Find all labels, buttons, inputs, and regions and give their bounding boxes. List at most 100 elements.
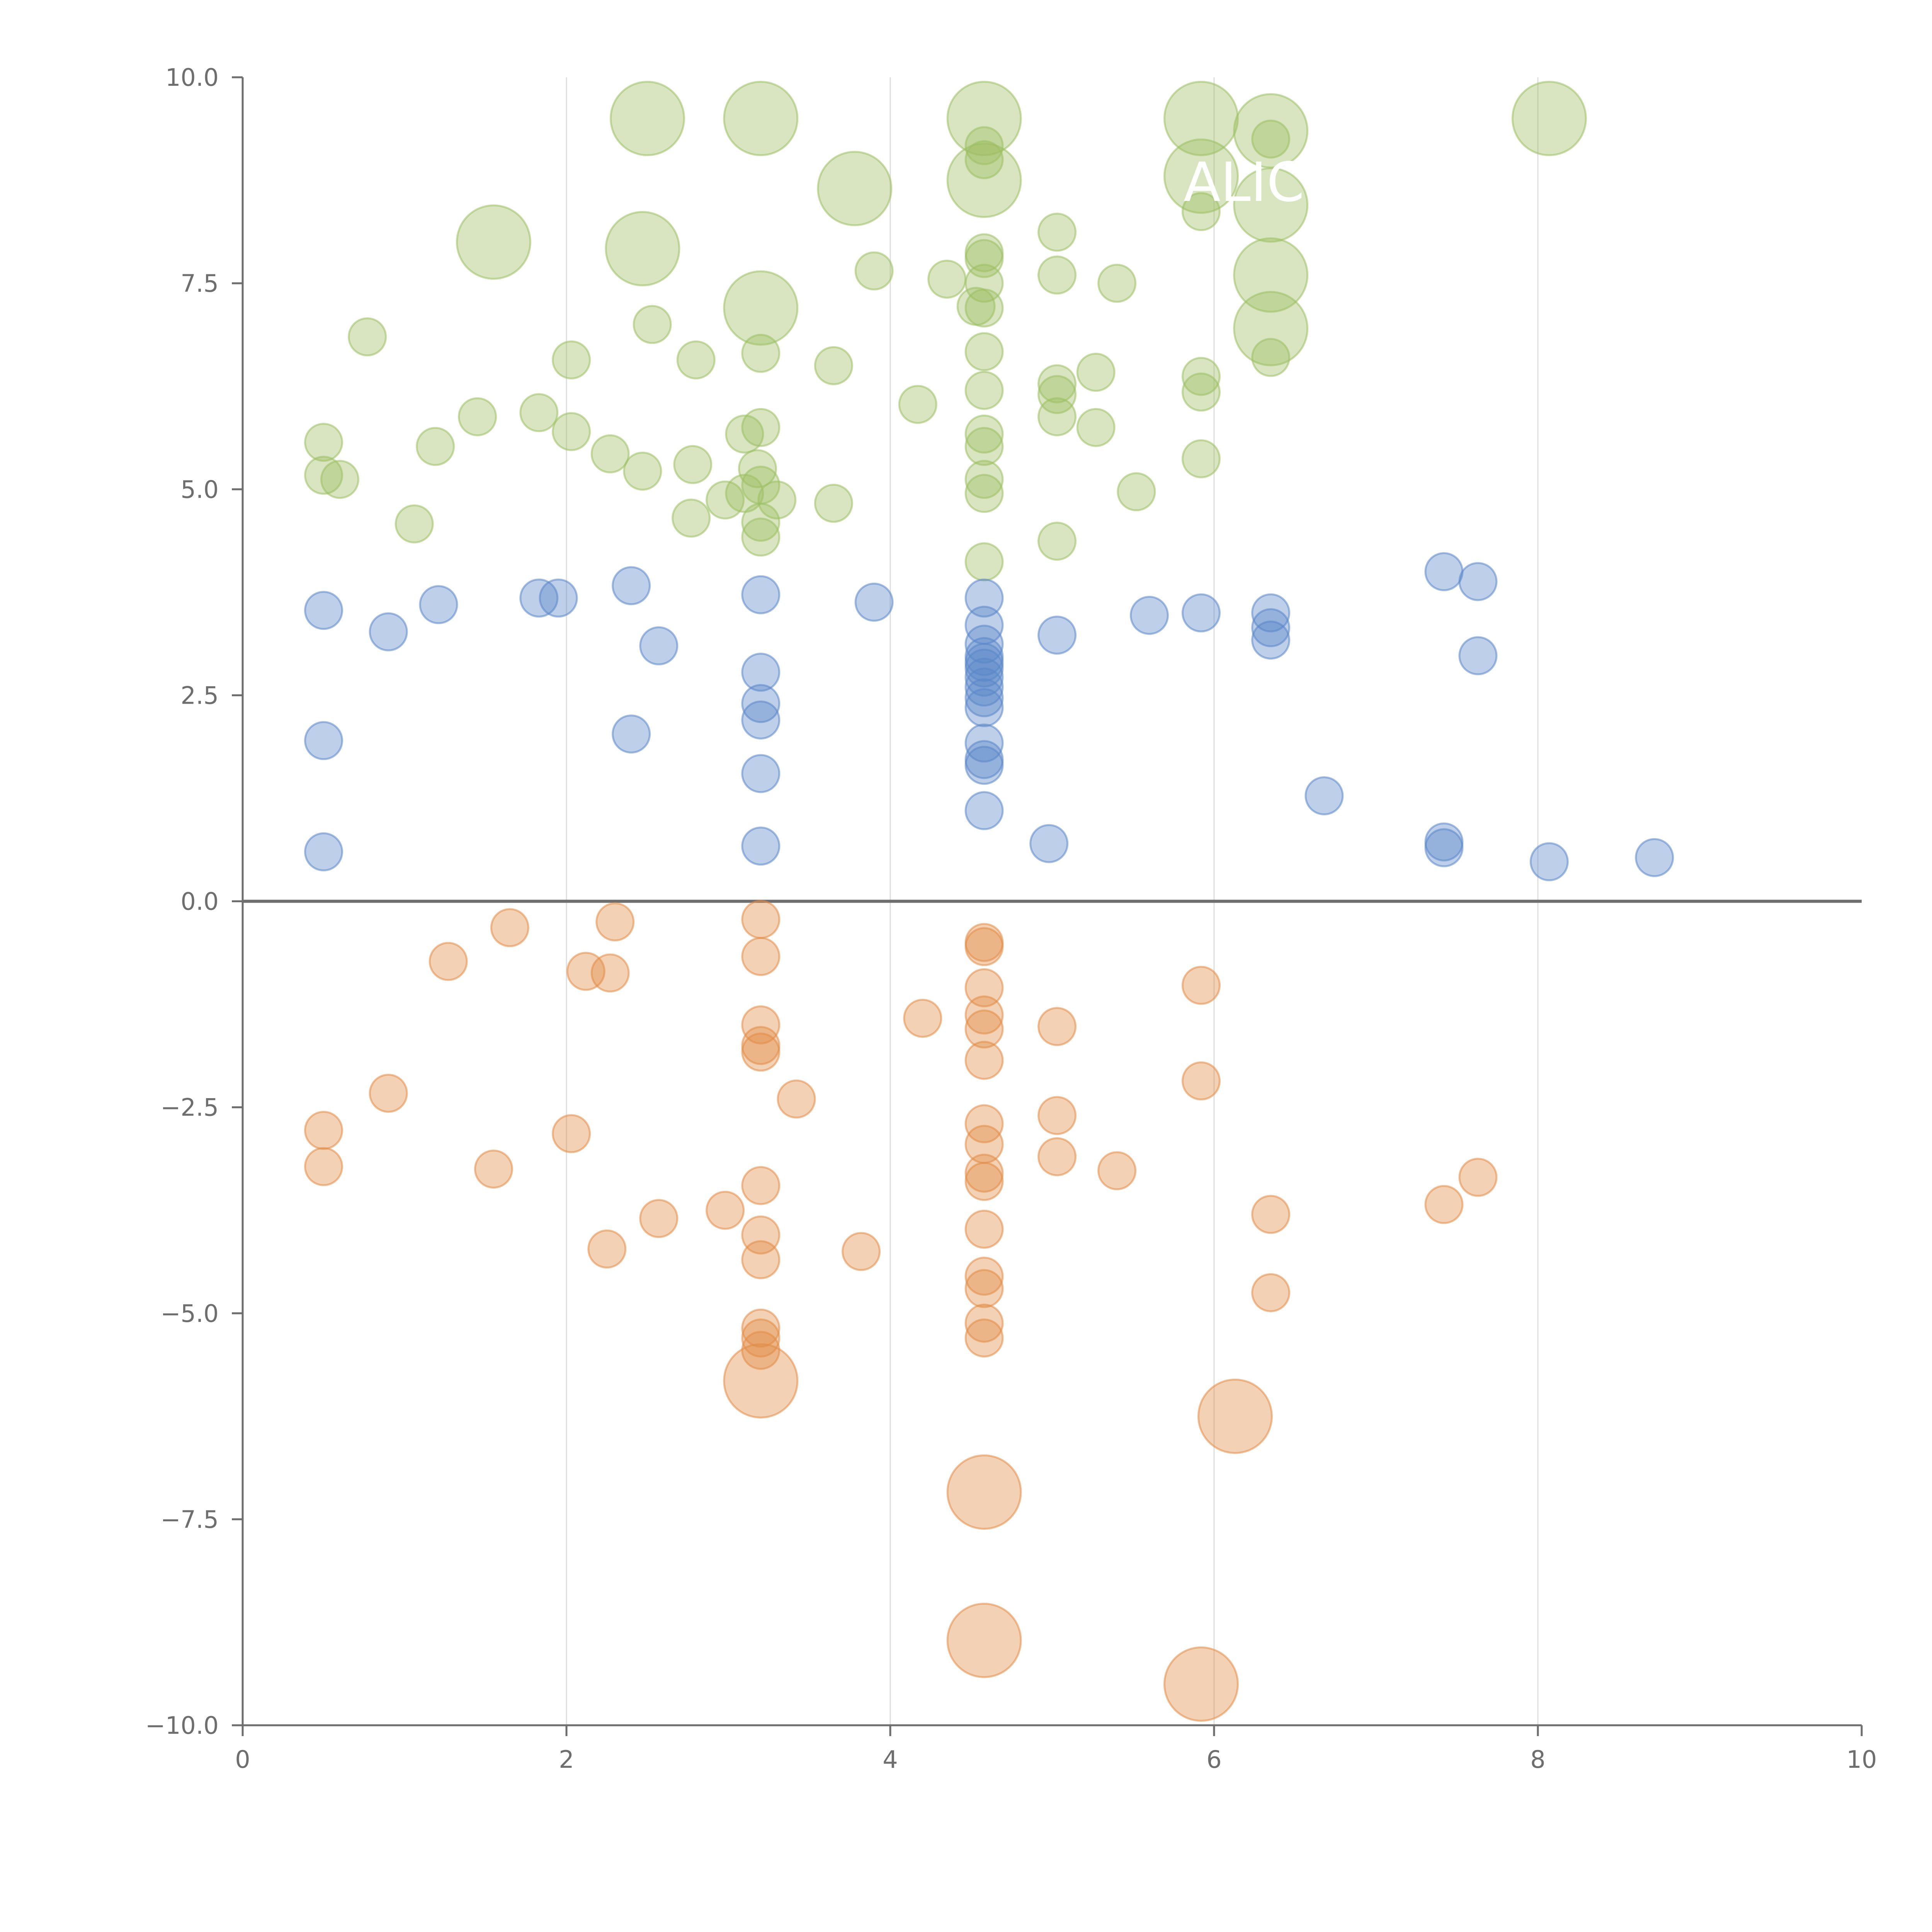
orange-bubble <box>723 1343 799 1419</box>
orange-bubble <box>964 1162 1004 1201</box>
x-tick-label: 2 <box>559 1745 574 1774</box>
blue-bubble <box>964 746 1004 785</box>
blue-bubble <box>1304 776 1344 816</box>
y-tick-label: 7.5 <box>180 269 219 298</box>
axes: 0 2 4 6 8 10 10.0 7.5 5.0 2.5 0.0 −2.5 −5.0 −7.5 −10.0 <box>145 63 1877 1774</box>
y-tick-label: 5.0 <box>180 475 219 503</box>
blue-bubble <box>1029 824 1069 863</box>
green-bubble <box>964 288 1004 328</box>
blue-bubble <box>1424 828 1464 867</box>
orange-bubble <box>1251 1273 1291 1312</box>
orange-bubble <box>1037 1007 1077 1046</box>
orange-bubble <box>964 1153 1004 1193</box>
bubbles <box>304 81 1674 1722</box>
y-tick-label: −10.0 <box>145 1711 219 1740</box>
green-bubble <box>304 423 343 462</box>
blue-bubble <box>741 700 781 740</box>
green-bubble <box>673 445 713 484</box>
green-bubble <box>1163 81 1239 156</box>
orange-bubble <box>552 1114 591 1153</box>
blue-bubble <box>964 791 1004 830</box>
y-tick-label: 2.5 <box>180 681 219 709</box>
orange-bubble <box>946 1602 1022 1678</box>
green-bubble <box>1251 119 1291 159</box>
green-bubble <box>814 484 853 523</box>
green-bubble <box>676 340 716 379</box>
orange-bubble <box>903 998 942 1038</box>
green-bubble <box>964 460 1004 499</box>
orange-bubble <box>741 900 781 939</box>
green-bubble <box>1037 397 1077 437</box>
orange-bubble <box>741 1240 781 1279</box>
orange-bubble <box>964 1041 1004 1080</box>
blue-bubble <box>1529 842 1569 881</box>
orange-bubble <box>741 1318 781 1358</box>
blue-bubble <box>1037 616 1077 655</box>
blue-bubble <box>304 591 343 630</box>
orange-bubble <box>474 1150 513 1189</box>
green-bubble <box>854 251 894 291</box>
green-bubble <box>741 333 781 373</box>
green-bubble <box>964 414 1004 454</box>
green-bubble <box>964 427 1004 466</box>
green-bubble <box>898 385 937 424</box>
green-bubble <box>1076 352 1116 392</box>
green-bubble <box>1037 375 1077 414</box>
orange-bubble <box>706 1190 745 1230</box>
blue-bubble <box>1251 593 1291 633</box>
orange-bubble <box>964 1269 1004 1308</box>
green-bubble <box>964 126 1004 165</box>
green-bubble <box>723 81 799 156</box>
green-bubble <box>1233 167 1309 243</box>
green-bubble <box>723 270 799 346</box>
green-bubble <box>1181 372 1221 412</box>
orange-bubble <box>490 908 529 947</box>
x-tick-label: 0 <box>235 1745 250 1774</box>
blue-bubble <box>1251 608 1291 648</box>
orange-bubble <box>587 1229 627 1269</box>
orange-bubble <box>304 1111 343 1150</box>
annotation-label: ALIC <box>1184 151 1304 214</box>
x-tick-label: 6 <box>1206 1745 1221 1774</box>
orange-bubble <box>429 942 468 981</box>
green-bubble <box>1251 338 1291 377</box>
blue-bubble <box>639 626 679 665</box>
green-bubble <box>552 412 591 451</box>
x-tick-label: 4 <box>883 1745 898 1774</box>
blue-bubble <box>369 612 408 651</box>
blue-bubble <box>964 657 1004 697</box>
green-bubble <box>1163 138 1239 214</box>
green-bubble <box>1181 357 1221 396</box>
green-bubble <box>395 504 434 544</box>
green-bubble <box>623 451 662 491</box>
blue-bubble <box>964 578 1004 618</box>
green-bubble <box>1097 264 1137 303</box>
orange-bubble <box>1251 1195 1291 1234</box>
orange-bubble <box>946 1454 1022 1530</box>
green-bubble <box>725 414 764 454</box>
blue-bubble <box>741 684 781 723</box>
green-bubble <box>1117 472 1156 512</box>
green-bubble <box>1233 237 1309 313</box>
orange-bubble <box>964 1009 1004 1049</box>
blue-bubble <box>539 578 578 618</box>
green-bubble <box>741 503 781 542</box>
orange-bubble <box>741 1032 781 1072</box>
green-bubble <box>633 305 672 344</box>
orange-bubble <box>964 927 1004 966</box>
blue-bubble <box>304 832 343 872</box>
green-bubble <box>456 204 531 280</box>
x-tick-label: 10 <box>1847 1745 1877 1774</box>
y-tick-label: 10.0 <box>165 63 219 92</box>
green-bubble <box>741 517 781 557</box>
green-bubble <box>590 434 630 474</box>
orange-bubble <box>369 1073 408 1113</box>
orange-bubble <box>1181 1061 1221 1100</box>
orange-bubble <box>842 1232 881 1271</box>
blue-bubble <box>1635 838 1674 877</box>
orange-bubble <box>741 1331 781 1370</box>
blue-bubble <box>1458 636 1498 675</box>
green-bubble <box>672 498 711 538</box>
green-bubble <box>304 456 343 495</box>
green-bubble <box>605 211 680 287</box>
